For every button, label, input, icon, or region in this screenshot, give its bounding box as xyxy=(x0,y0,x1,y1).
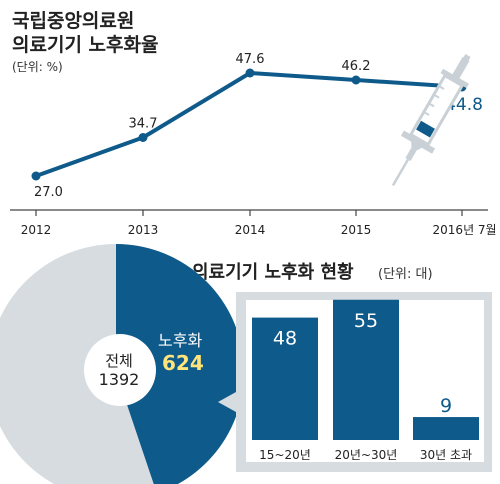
bar xyxy=(252,317,318,440)
status-unit: (단위: 대) xyxy=(378,267,433,282)
x-category-label: 2016년 7월 말 xyxy=(433,223,500,237)
line-value-label: 27.0 xyxy=(34,185,63,200)
bar-value-label: 9 xyxy=(440,395,452,417)
line-point xyxy=(138,133,148,142)
line-value-label: 46.2 xyxy=(342,59,371,74)
line-value-label: 34.7 xyxy=(129,117,158,132)
status-title: 의료기기 노후화 현황 xyxy=(192,262,354,283)
pie-aged-value: 624 xyxy=(162,351,204,375)
x-category-label: 2013 xyxy=(128,223,159,237)
x-category-label: 2014 xyxy=(235,223,266,237)
pie-chart: 전체 1392 노후화 624 xyxy=(0,244,244,484)
line-point xyxy=(245,68,255,78)
line-chart-title-2: 의료기기 노후화율 xyxy=(12,34,158,56)
line-series xyxy=(34,71,464,178)
bar-category-label: 30년 초과 xyxy=(420,448,472,462)
pie-slice-aged xyxy=(116,244,244,484)
bar-value-label: 48 xyxy=(273,328,297,350)
bar-chart: 48 15~20년 55 20년~30년 9 30년 초과 xyxy=(252,299,479,462)
line-chart: 27.034.747.6 46.244.8 2012 2013 2014 2015 201… xyxy=(10,52,500,237)
x-category-label: 2012 xyxy=(21,223,52,237)
pie-total-label: 전체 xyxy=(105,352,133,370)
bar-value-label: 55 xyxy=(354,310,378,332)
line-value-label: 47.6 xyxy=(236,52,265,67)
line-point xyxy=(31,171,41,181)
bar xyxy=(413,417,479,440)
line-point xyxy=(351,75,361,85)
pie-aged-label: 노후화 xyxy=(158,331,202,350)
bar-category-label: 20년~30년 xyxy=(335,448,398,462)
pie-center-circle xyxy=(84,334,156,406)
x-category-label: 2015 xyxy=(341,223,372,237)
syringe-icon xyxy=(391,54,471,187)
pie-total-value: 1392 xyxy=(99,370,140,389)
line-chart-title-1: 국립중앙의료원 xyxy=(12,10,134,32)
bar xyxy=(333,299,399,440)
bar-category-label: 15~20년 xyxy=(259,448,311,462)
line-chart-unit: (단위: %) xyxy=(12,60,63,74)
